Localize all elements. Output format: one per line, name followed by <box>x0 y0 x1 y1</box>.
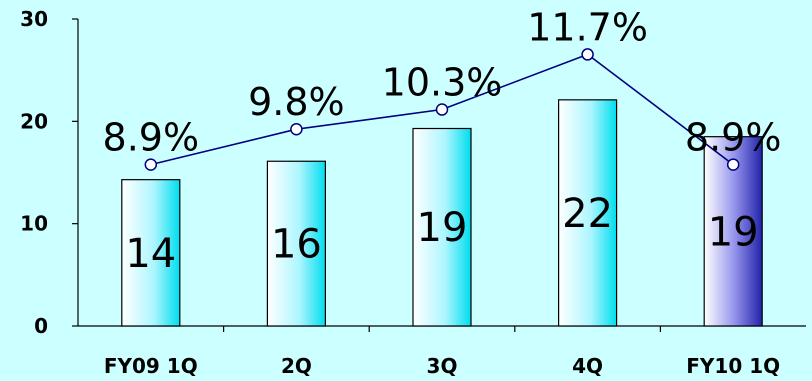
x-tick-label: FY09 1Q <box>104 354 198 378</box>
line-value-label: 10.3% <box>382 61 503 105</box>
y-tick-label: 30 <box>20 7 48 31</box>
y-tick-label: 20 <box>20 109 48 133</box>
bar <box>557 99 618 327</box>
bar-value-label: 16 <box>271 222 322 268</box>
line-point <box>290 122 303 136</box>
line-point <box>144 158 158 171</box>
bar <box>412 127 472 327</box>
line-point <box>726 158 740 171</box>
bar-value-label: 22 <box>562 191 613 237</box>
line-point <box>581 48 594 61</box>
bar-value-label: 19 <box>708 209 759 255</box>
x-tick-label: 2Q <box>281 354 312 378</box>
y-tick-label: 0 <box>34 314 48 338</box>
line-value-label: 8.9% <box>685 116 782 160</box>
x-tick-label: 3Q <box>427 354 458 378</box>
bar <box>266 160 326 327</box>
bar-value-label: 19 <box>417 205 468 251</box>
x-tick-label: 4Q <box>572 354 603 378</box>
labels: 14 16 19 22 19 8.9% 9.8% 10.3% 11.7% 8.9% <box>103 5 782 276</box>
bars <box>121 99 763 327</box>
y-tick-label: 10 <box>20 212 48 236</box>
line-value-label: 11.7% <box>527 5 648 49</box>
line-value-label: 8.9% <box>103 116 200 160</box>
bar-value-label: 14 <box>125 231 176 277</box>
line-point <box>435 103 449 116</box>
ratio-line <box>144 48 740 171</box>
axes: 0 10 20 30 FY09 1Q 2Q 3Q 4Q FY10 1Q <box>20 7 806 378</box>
x-tick-label: FY10 1Q <box>686 354 780 378</box>
bar <box>121 179 181 327</box>
line-value-label: 9.8% <box>248 80 345 124</box>
